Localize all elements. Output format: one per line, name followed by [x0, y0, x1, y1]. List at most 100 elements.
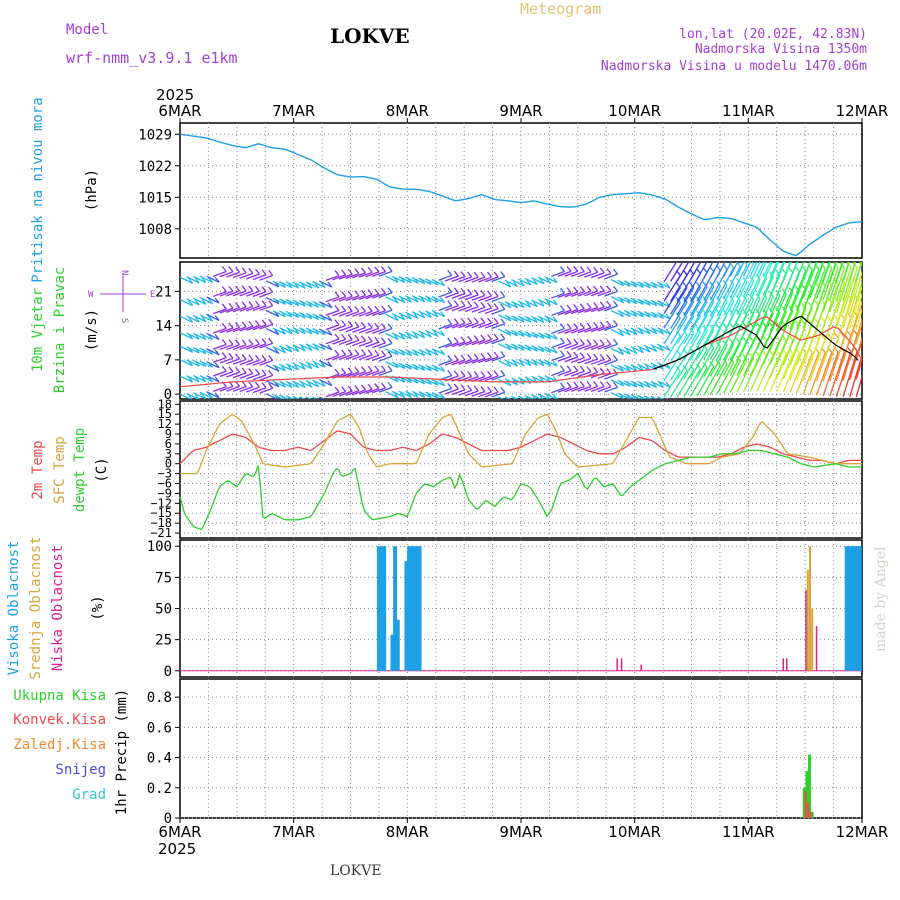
- wind-barb-flag: [593, 266, 599, 273]
- wind-barb-flag: [559, 287, 565, 294]
- wind-barb: [212, 327, 227, 334]
- wind-barb: [378, 309, 393, 316]
- wind-barb: [325, 274, 340, 281]
- wind-barb-flag: [221, 266, 227, 272]
- wind-barb: [232, 344, 247, 351]
- wind-barb-flag: [506, 361, 512, 368]
- wind-barb: [425, 310, 439, 318]
- wind-barb-flag: [207, 298, 214, 305]
- wind-barb: [610, 392, 624, 399]
- wind-barb: [239, 386, 254, 393]
- wind-barb-flag: [201, 316, 207, 323]
- wind-barb-flag: [314, 282, 320, 289]
- wind-barb: [531, 394, 542, 399]
- wind-barb-flag: [612, 268, 619, 275]
- cloud-bar: [417, 546, 422, 671]
- wind-barb-flag: [214, 362, 220, 369]
- wind-barb: [597, 272, 612, 279]
- wind-barb: [332, 354, 346, 361]
- wind-barb: [736, 262, 745, 277]
- y-tick-label: 0.6: [147, 720, 172, 736]
- wind-barb-flag: [519, 397, 523, 399]
- wind-barb-flag: [320, 282, 326, 288]
- wind-barb-flag: [552, 277, 558, 284]
- wind-barb-flag: [241, 321, 247, 328]
- wind-barb-flag: [341, 333, 347, 340]
- wind-barb: [822, 267, 839, 312]
- top-date-label: 12MAR: [836, 102, 889, 120]
- wind-barb: [524, 394, 534, 399]
- wind-speed-red-line: [179, 316, 863, 388]
- wind-barb-flag: [440, 311, 446, 318]
- y-tick-label: 12: [158, 417, 172, 431]
- wind-barb: [551, 327, 565, 334]
- wind-barb: [206, 313, 220, 322]
- wind-barb: [418, 330, 432, 338]
- wind-barb-flag: [453, 287, 459, 294]
- wind-barb: [723, 360, 741, 394]
- wind-barb-flag: [440, 380, 446, 387]
- wind-barb: [570, 270, 585, 277]
- wind-barb: [272, 297, 286, 305]
- cloud-bar: [849, 546, 854, 671]
- wind-barb-flag: [480, 317, 486, 324]
- wind-barb: [822, 351, 839, 397]
- wind-barb: [689, 349, 708, 379]
- wind-barb-flag: [440, 349, 446, 356]
- temp-unit: (C): [94, 457, 110, 482]
- wind-barbs: [180, 234, 862, 399]
- wind-barb-flag: [828, 234, 832, 239]
- wind-barb: [617, 392, 631, 399]
- cloud-bar: [640, 664, 642, 671]
- wind-barb: [358, 310, 373, 317]
- wind-barb-flag: [235, 366, 241, 373]
- wind-barb: [564, 308, 578, 315]
- wind-barb: [756, 262, 765, 277]
- wind-barb: [464, 322, 479, 329]
- wind-barb: [617, 328, 631, 336]
- wind-barb-flag: [354, 385, 360, 391]
- wind-barb: [497, 378, 512, 387]
- precip-legend-label: Ukupna Kisa: [13, 688, 106, 704]
- wind-barb: [398, 276, 412, 284]
- wind-barb: [305, 380, 319, 388]
- wind-barb: [537, 315, 551, 323]
- wind-barb-flag: [361, 306, 367, 312]
- wind-barb: [365, 271, 380, 278]
- wind-barb-flag: [400, 314, 406, 321]
- wind-barb-flag: [559, 305, 565, 312]
- y-tick-label: 0: [164, 811, 172, 827]
- wind-barb: [723, 342, 741, 376]
- wind-barb-flag: [612, 285, 619, 292]
- wind-barb: [723, 283, 741, 317]
- wind-barb-flag: [665, 397, 668, 399]
- wind-barb: [411, 363, 425, 371]
- wind-barb-flag: [619, 311, 625, 318]
- cloud-bar: [407, 546, 412, 671]
- wind-barb: [670, 316, 688, 345]
- y-tick-label: −21: [150, 526, 172, 540]
- wind-barb-flag: [599, 367, 605, 374]
- wind-barb: [842, 262, 850, 282]
- wind-barb: [226, 326, 240, 333]
- wind-barb: [279, 345, 293, 353]
- wind-barb: [451, 275, 466, 282]
- cloud-bar: [847, 546, 852, 671]
- wind-barb: [835, 282, 852, 328]
- wind-barb: [431, 379, 445, 387]
- wind-barb: [405, 390, 419, 398]
- wind-barb: [312, 280, 326, 289]
- wind-barb-flag: [374, 305, 380, 312]
- wind-barb: [604, 359, 618, 366]
- wind-barb-flag: [625, 348, 631, 355]
- wind-barb-flag: [460, 300, 466, 307]
- wind-barb: [643, 326, 658, 335]
- wind-barb-flag: [453, 300, 459, 307]
- wind-barb-flag: [606, 320, 612, 327]
- wind-barb-flag: [447, 370, 453, 376]
- wind-barb: [438, 387, 452, 394]
- wind-barb: [418, 348, 432, 357]
- wind-barb: [511, 279, 525, 287]
- wind-barb: [849, 317, 862, 362]
- wind-barb: [365, 327, 380, 334]
